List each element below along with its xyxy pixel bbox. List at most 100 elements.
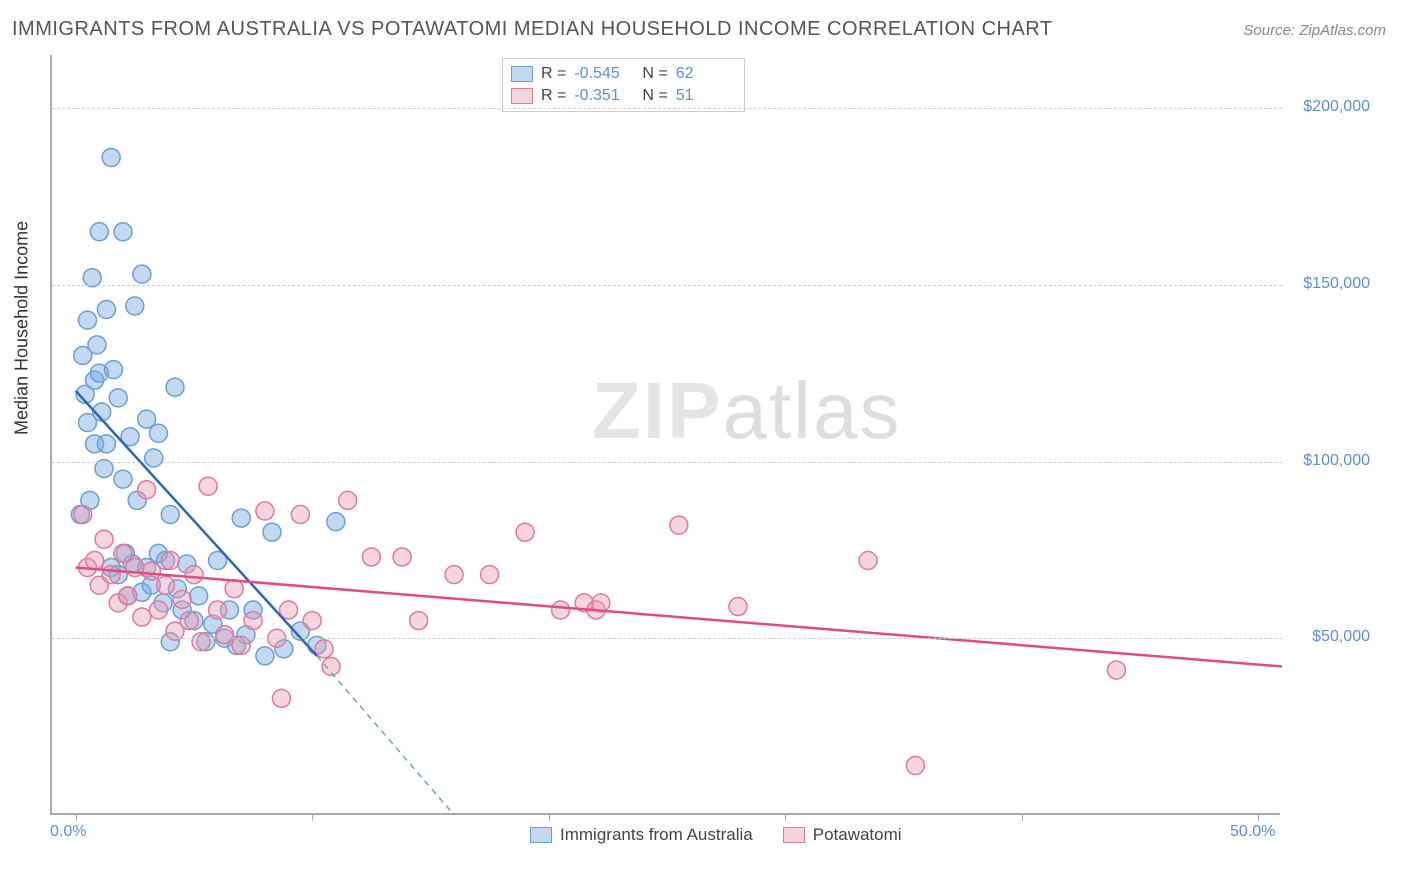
data-point	[192, 633, 210, 651]
data-point	[393, 548, 411, 566]
data-point	[149, 424, 167, 442]
data-point	[362, 548, 380, 566]
source-attribution: Source: ZipAtlas.com	[1243, 22, 1386, 39]
data-point	[161, 506, 179, 524]
legend-swatch	[511, 66, 533, 82]
data-point	[327, 513, 345, 531]
data-point	[185, 566, 203, 584]
data-point	[149, 601, 167, 619]
data-point	[445, 566, 463, 584]
x-tick-mark	[549, 813, 550, 821]
x-tick-mark	[312, 813, 313, 821]
x-tick-mark	[785, 813, 786, 821]
plot-area: ZIPatlas R = -0.545N = 62R = -0.351N = 5…	[50, 55, 1280, 815]
data-point	[97, 435, 115, 453]
gridline	[52, 638, 1282, 639]
data-point	[133, 608, 151, 626]
y-tick-label: $150,000	[1290, 275, 1370, 293]
legend-n-value: 51	[676, 87, 736, 105]
data-point	[142, 562, 160, 580]
data-point	[190, 587, 208, 605]
data-point	[670, 516, 688, 534]
data-point	[109, 389, 127, 407]
legend-r-value: -0.351	[574, 87, 634, 105]
data-point	[906, 757, 924, 775]
data-point	[272, 689, 290, 707]
y-tick-label: $200,000	[1290, 98, 1370, 116]
data-point	[199, 477, 217, 495]
data-point	[291, 506, 309, 524]
data-point	[105, 361, 123, 379]
data-point	[90, 223, 108, 241]
chart-title: IMMIGRANTS FROM AUSTRALIA VS POTAWATOMI …	[12, 18, 1053, 41]
legend-series-label: Immigrants from Australia	[560, 825, 753, 845]
data-point	[552, 601, 570, 619]
x-tick-mark	[76, 813, 77, 821]
gridline	[52, 462, 1282, 463]
legend-r-label: R =	[541, 65, 566, 83]
legend-series-item: Immigrants from Australia	[530, 825, 753, 845]
data-point	[180, 612, 198, 630]
source-link[interactable]: ZipAtlas.com	[1299, 22, 1386, 39]
data-point	[97, 301, 115, 319]
data-point	[481, 566, 499, 584]
y-axis-label: Median Household Income	[12, 221, 33, 435]
scatter-plot-svg	[52, 55, 1282, 815]
legend-bottom: Immigrants from Australia Potawatomi	[530, 825, 902, 845]
data-point	[95, 530, 113, 548]
data-point	[78, 311, 96, 329]
data-point	[244, 612, 262, 630]
chart-container: ZIPatlas R = -0.545N = 62R = -0.351N = 5…	[50, 55, 1370, 845]
data-point	[263, 523, 281, 541]
legend-series-label: Potawatomi	[813, 825, 902, 845]
data-point	[102, 149, 120, 167]
data-point	[225, 580, 243, 598]
legend-swatch	[783, 827, 805, 843]
legend-r-value: -0.545	[574, 65, 634, 83]
data-point	[138, 481, 156, 499]
data-point	[303, 612, 321, 630]
data-point	[516, 523, 534, 541]
regression-line-extension	[317, 656, 454, 815]
data-point	[102, 566, 120, 584]
legend-n-label: N =	[642, 65, 667, 83]
data-point	[133, 265, 151, 283]
legend-n-label: N =	[642, 87, 667, 105]
data-point	[232, 509, 250, 527]
data-point	[161, 551, 179, 569]
legend-swatch	[530, 827, 552, 843]
data-point	[74, 506, 92, 524]
x-axis-max-label: 50.0%	[1230, 823, 1275, 841]
data-point	[339, 491, 357, 509]
data-point	[216, 626, 234, 644]
y-tick-label: $100,000	[1290, 452, 1370, 470]
legend-n-value: 62	[676, 65, 736, 83]
data-point	[114, 223, 132, 241]
legend-r-label: R =	[541, 87, 566, 105]
legend-swatch	[511, 88, 533, 104]
data-point	[173, 590, 191, 608]
data-point	[256, 647, 274, 665]
data-point	[114, 470, 132, 488]
x-axis-min-label: 0.0%	[50, 823, 86, 841]
y-tick-label: $50,000	[1290, 628, 1370, 646]
data-point	[1107, 661, 1125, 679]
data-point	[166, 378, 184, 396]
legend-series-item: Potawatomi	[783, 825, 902, 845]
data-point	[256, 502, 274, 520]
x-tick-mark	[1258, 813, 1259, 821]
data-point	[410, 612, 428, 630]
data-point	[209, 601, 227, 619]
data-point	[86, 551, 104, 569]
legend-stat-row: R = -0.351 N = 51	[511, 85, 736, 107]
data-point	[859, 551, 877, 569]
data-point	[157, 576, 175, 594]
data-point	[88, 336, 106, 354]
data-point	[729, 597, 747, 615]
gridline	[52, 285, 1282, 286]
data-point	[126, 297, 144, 315]
source-label: Source:	[1243, 22, 1295, 39]
data-point	[145, 449, 163, 467]
x-tick-mark	[1022, 813, 1023, 821]
legend-stats-box: R = -0.545 N = 62 R = -0.351 N = 51	[502, 58, 745, 112]
